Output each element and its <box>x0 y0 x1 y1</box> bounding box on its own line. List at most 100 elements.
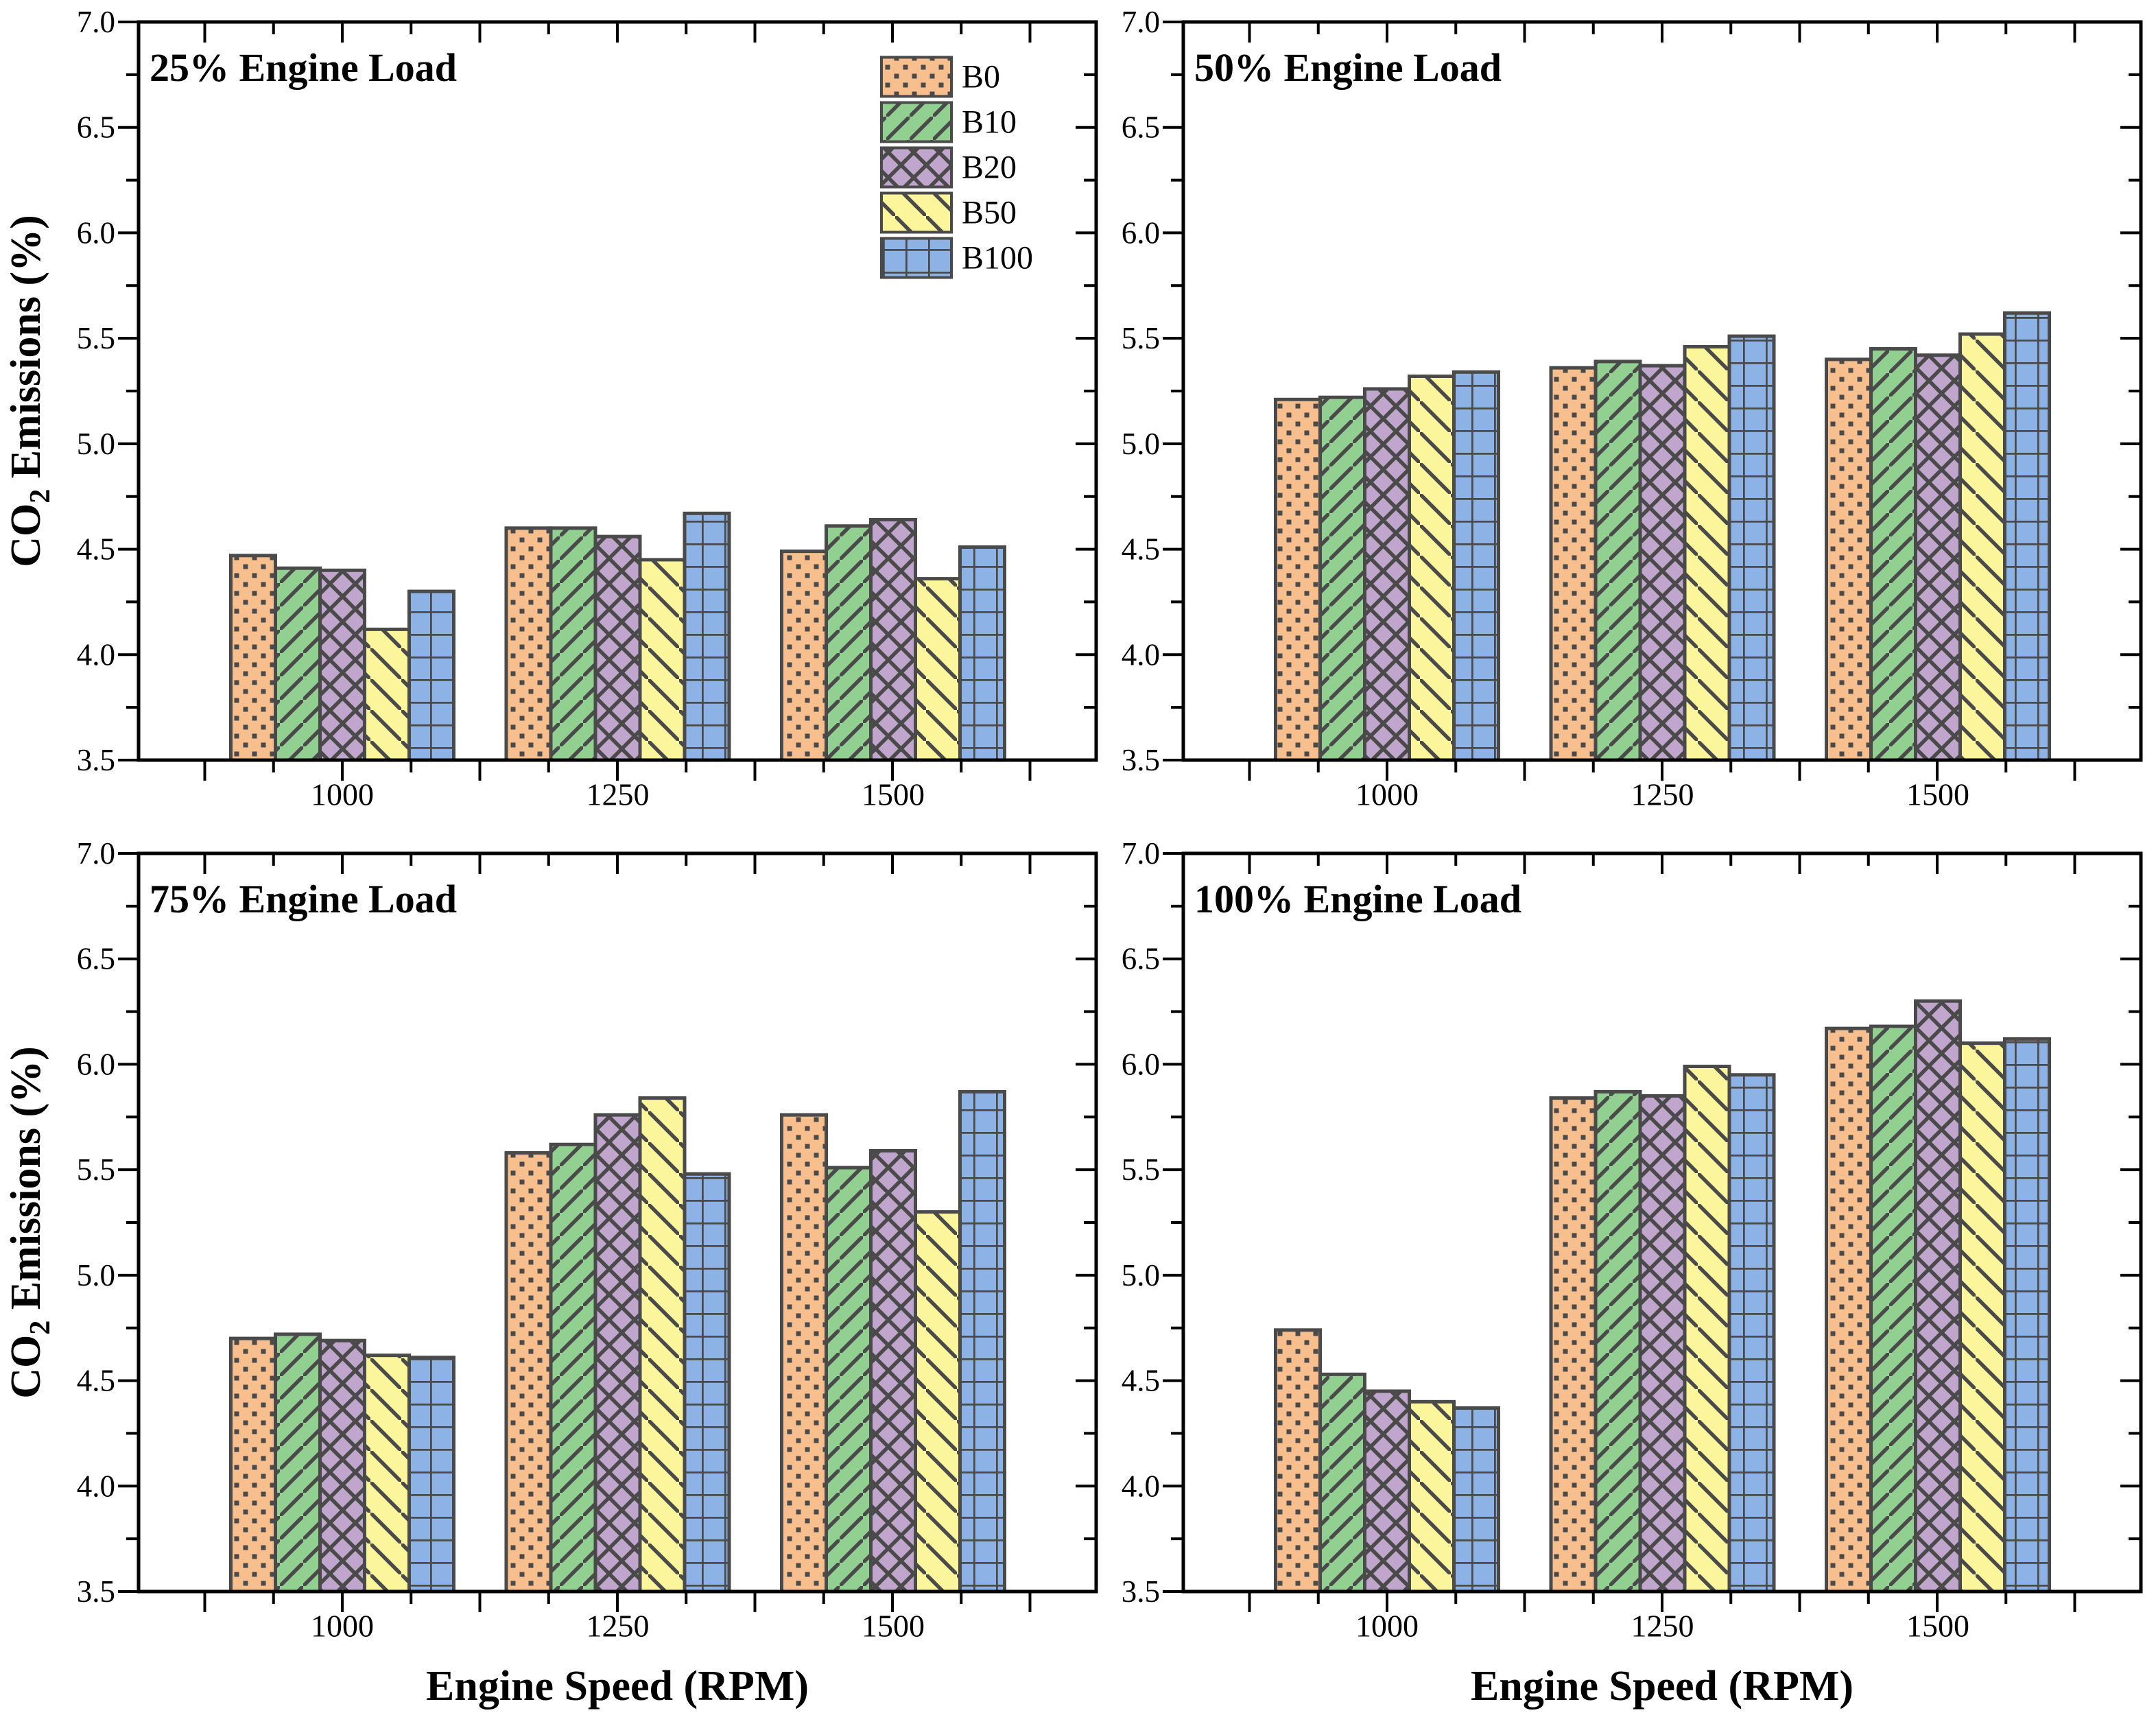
bar-B50-1250 <box>1683 1065 1731 1594</box>
y-tick-label: 4.0 <box>1122 1469 1160 1503</box>
bar-B0-1500 <box>780 1113 828 1594</box>
x-tick-label: 1000 <box>311 1609 374 1644</box>
bar-B10-1500 <box>1869 347 1917 762</box>
legend-item: B0 <box>880 56 1000 98</box>
bar-B20-1500 <box>869 1148 917 1594</box>
y-tick-label: 6.5 <box>1122 942 1160 976</box>
y-tick-label: 3.5 <box>1122 743 1160 777</box>
bar-B50-1500 <box>1958 1041 2006 1594</box>
y-tick-label: 6.0 <box>77 1047 115 1081</box>
legend-item: B50 <box>880 191 1017 234</box>
legend-swatch-b50 <box>880 191 953 234</box>
x-tick-label: 1250 <box>1631 1609 1694 1644</box>
bar-B10-1250 <box>1594 1089 1642 1594</box>
x-tick-label: 1000 <box>311 777 374 812</box>
panel-100-engine-load: 3.5 4.0 4.5 5.0 5.5 6.0 6.5 7.0 1000 1250 1500 <box>1122 836 2143 1644</box>
y-tick-label: 4.5 <box>1122 532 1160 567</box>
bar-B0-1250 <box>504 526 553 762</box>
bar-B100-1250 <box>1727 334 1776 762</box>
y-tick-label: 5.0 <box>1122 427 1160 461</box>
y-tick-label: 7.0 <box>1122 836 1160 871</box>
y-tick-label: 5.0 <box>77 1258 115 1292</box>
y-tick-label: 5.5 <box>1122 1152 1160 1187</box>
x-axis-title-left: Engine Speed (RPM) <box>426 1663 809 1710</box>
bar-B0-1250 <box>504 1151 553 1594</box>
bar-B50-1000 <box>363 627 411 762</box>
panel-25-engine-load: 3.5 4.0 4.5 5.0 5.5 6.0 6.5 7.0 1000 1250 1500 <box>77 5 1098 812</box>
bar-B100-1000 <box>407 1356 455 1594</box>
bar-B100-1250 <box>1727 1073 1776 1594</box>
legend-label: B100 <box>962 240 1033 276</box>
bar-B100-1500 <box>958 545 1006 762</box>
bar-B20-1250 <box>1638 364 1687 762</box>
y-axis-title-bottom-row: CO2 Emissions (%) <box>3 1046 56 1399</box>
plot-spines <box>137 851 1098 1594</box>
plot-spines <box>1181 20 2143 762</box>
y-tick-label: 6.5 <box>77 942 115 976</box>
y-tick-label: 6.0 <box>77 215 115 250</box>
x-axis-title-right: Engine Speed (RPM) <box>1471 1663 1853 1710</box>
panel-title-50: 50% Engine Load <box>1194 45 1502 90</box>
legend-label: B0 <box>962 59 1000 95</box>
bar-B100-1250 <box>683 1172 731 1594</box>
panel-75-engine-load: 3.5 4.0 4.5 5.0 5.5 6.0 6.5 7.0 1000 1250 1500 <box>77 836 1098 1644</box>
legend-item: B100 <box>880 237 1033 279</box>
bar-B50-1250 <box>638 1096 687 1594</box>
bar-B50-1500 <box>914 1210 962 1594</box>
bar-B10-1000 <box>1318 395 1366 762</box>
y-axis-title-top-row: CO2 Emissions (%) <box>3 215 56 567</box>
legend-item: B20 <box>880 146 1017 189</box>
bar-B0-1250 <box>1549 366 1598 762</box>
bar-B20-1000 <box>1363 1389 1411 1594</box>
legend-swatch-b100 <box>880 237 953 279</box>
bar-B10-1250 <box>549 526 597 762</box>
y-tick-label: 7.0 <box>77 5 115 39</box>
legend-swatch-b20 <box>880 146 953 189</box>
legend-swatch-b0 <box>880 56 953 98</box>
x-tick-label: 1000 <box>1355 1609 1419 1644</box>
bar-B20-1250 <box>593 534 642 762</box>
legend-label: B50 <box>962 195 1017 231</box>
bar-B50-1250 <box>1683 344 1731 762</box>
x-tick-label: 1500 <box>1906 1609 1969 1644</box>
y-tick-label: 5.0 <box>77 427 115 461</box>
y-tick-label: 4.0 <box>1122 637 1160 672</box>
x-tick-label: 1000 <box>1355 777 1419 812</box>
y-tick-label: 3.5 <box>1122 1574 1160 1609</box>
y-tick-label: 6.0 <box>1122 1047 1160 1081</box>
x-tick-label: 1250 <box>587 777 650 812</box>
bar-B20-1250 <box>1638 1094 1687 1594</box>
panel-50-engine-load: 3.5 4.0 4.5 5.0 5.5 6.0 6.5 7.0 1000 1250 1500 <box>1122 5 2143 812</box>
bar-B20-1500 <box>869 518 917 762</box>
y-tick-label: 7.0 <box>77 836 115 871</box>
y-tick-label: 5.5 <box>1122 321 1160 355</box>
y-tick-label: 4.0 <box>77 1469 115 1503</box>
bar-B20-1500 <box>1914 353 1962 762</box>
legend-label: B20 <box>962 150 1017 186</box>
bar-B50-1250 <box>638 558 687 762</box>
bar-B0-1000 <box>1274 1328 1322 1594</box>
y-tick-label: 4.5 <box>1122 1364 1160 1398</box>
legend-item: B10 <box>880 101 1017 143</box>
y-tick-label: 5.5 <box>77 1152 115 1187</box>
y-tick-label: 6.5 <box>77 110 115 145</box>
y-tick-label: 5.5 <box>77 321 115 355</box>
bar-B50-1000 <box>363 1353 411 1594</box>
bar-B10-1500 <box>1869 1024 1917 1594</box>
plot-spines <box>1181 851 2143 1594</box>
bar-B0-1500 <box>1825 357 1873 762</box>
bar-B10-1000 <box>1318 1372 1366 1594</box>
bar-B50-1500 <box>914 577 962 762</box>
y-tick-label: 5.0 <box>1122 1258 1160 1292</box>
bar-B20-1250 <box>593 1113 642 1594</box>
bar-B100-1000 <box>1452 370 1500 762</box>
y-tick-label: 6.0 <box>1122 215 1160 250</box>
bar-B20-1000 <box>318 568 366 762</box>
panel-title-100: 100% Engine Load <box>1194 877 1521 921</box>
bar-B10-1500 <box>825 1166 873 1594</box>
legend-swatch-b10 <box>880 101 953 143</box>
x-tick-label: 1250 <box>587 1609 650 1644</box>
bar-B10-1250 <box>1594 359 1642 762</box>
